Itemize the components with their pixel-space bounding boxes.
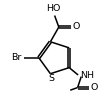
Text: NH: NH: [80, 71, 94, 80]
Text: S: S: [48, 74, 54, 83]
Text: O: O: [72, 22, 80, 31]
Text: O: O: [91, 83, 98, 92]
Text: Br: Br: [11, 53, 22, 62]
Text: HO: HO: [46, 4, 60, 13]
